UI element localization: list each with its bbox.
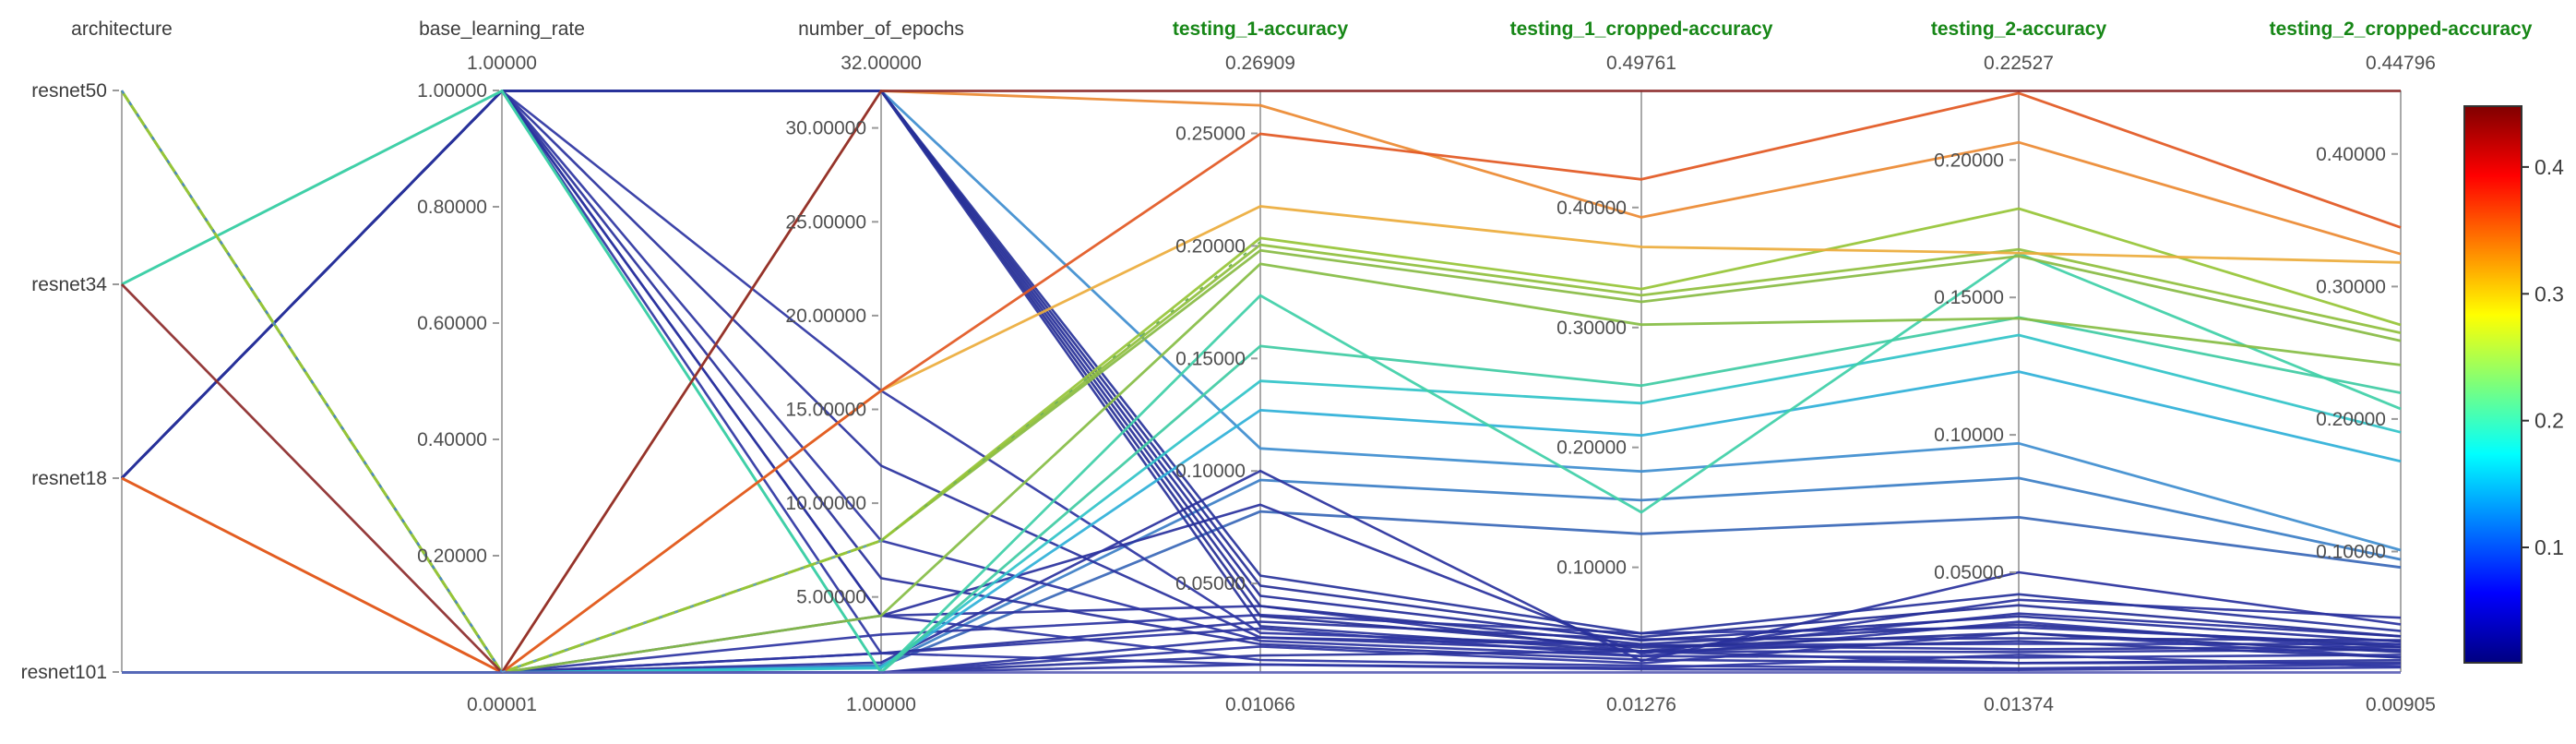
svg-text:0.01374: 0.01374 — [1984, 694, 2054, 715]
svg-text:resnet50: resnet50 — [31, 80, 107, 102]
svg-text:0.22527: 0.22527 — [1984, 53, 2054, 74]
svg-text:0.05000: 0.05000 — [1934, 562, 2004, 583]
svg-text:testing_1_cropped-accuracy: testing_1_cropped-accuracy — [1510, 18, 1773, 40]
svg-text:0.01276: 0.01276 — [1606, 694, 1676, 715]
svg-text:resnet18: resnet18 — [31, 468, 107, 489]
svg-text:0.01066: 0.01066 — [1225, 694, 1295, 715]
svg-text:0.1: 0.1 — [2534, 535, 2564, 559]
svg-text:0.40000: 0.40000 — [417, 429, 487, 450]
svg-text:20.00000: 20.00000 — [785, 306, 866, 327]
svg-text:0.00905: 0.00905 — [2366, 694, 2436, 715]
svg-text:0.49761: 0.49761 — [1606, 53, 1676, 74]
svg-text:testing_1-accuracy: testing_1-accuracy — [1173, 18, 1349, 40]
svg-text:0.3: 0.3 — [2534, 282, 2564, 306]
svg-text:0.40000: 0.40000 — [1556, 198, 1627, 219]
svg-text:5.00000: 5.00000 — [796, 587, 866, 608]
svg-text:0.25000: 0.25000 — [1175, 124, 1246, 145]
svg-text:number_of_epochs: number_of_epochs — [798, 18, 964, 40]
svg-text:32.00000: 32.00000 — [841, 53, 922, 74]
svg-text:10.00000: 10.00000 — [785, 493, 866, 514]
svg-text:testing_2-accuracy: testing_2-accuracy — [1931, 18, 2107, 40]
svg-text:0.15000: 0.15000 — [1934, 287, 2004, 308]
svg-text:0.4: 0.4 — [2534, 155, 2564, 179]
svg-text:0.10000: 0.10000 — [1556, 558, 1627, 579]
svg-text:0.15000: 0.15000 — [1175, 348, 1246, 369]
svg-text:0.60000: 0.60000 — [417, 313, 487, 334]
svg-text:resnet34: resnet34 — [31, 274, 107, 295]
svg-text:resnet101: resnet101 — [21, 662, 107, 683]
svg-text:30.00000: 30.00000 — [785, 118, 866, 139]
svg-text:0.10000: 0.10000 — [1934, 425, 2004, 446]
svg-text:0.05000: 0.05000 — [1175, 573, 1246, 594]
svg-text:1.00000: 1.00000 — [846, 694, 916, 715]
svg-text:0.10000: 0.10000 — [1175, 461, 1246, 482]
svg-text:0.80000: 0.80000 — [417, 197, 487, 218]
svg-text:0.10000: 0.10000 — [2316, 542, 2386, 563]
svg-text:testing_2_cropped-accuracy: testing_2_cropped-accuracy — [2270, 18, 2533, 40]
svg-text:0.30000: 0.30000 — [2316, 276, 2386, 297]
svg-text:0.26909: 0.26909 — [1225, 53, 1295, 74]
svg-text:0.30000: 0.30000 — [1556, 318, 1627, 339]
svg-text:0.44796: 0.44796 — [2366, 53, 2436, 74]
svg-text:architecture: architecture — [71, 18, 173, 40]
svg-text:base_learning_rate: base_learning_rate — [419, 18, 585, 40]
svg-text:1.00000: 1.00000 — [417, 80, 487, 102]
svg-text:0.20000: 0.20000 — [1556, 438, 1627, 459]
svg-text:0.20000: 0.20000 — [1934, 150, 2004, 171]
svg-text:1.00000: 1.00000 — [467, 53, 537, 74]
svg-text:0.2: 0.2 — [2534, 409, 2564, 433]
svg-text:25.00000: 25.00000 — [785, 211, 866, 233]
svg-text:0.20000: 0.20000 — [1175, 235, 1246, 257]
svg-text:0.40000: 0.40000 — [2316, 144, 2386, 165]
svg-text:0.20000: 0.20000 — [2316, 409, 2386, 430]
svg-text:0.20000: 0.20000 — [417, 546, 487, 567]
svg-text:15.00000: 15.00000 — [785, 400, 866, 421]
svg-text:0.00001: 0.00001 — [467, 694, 537, 715]
